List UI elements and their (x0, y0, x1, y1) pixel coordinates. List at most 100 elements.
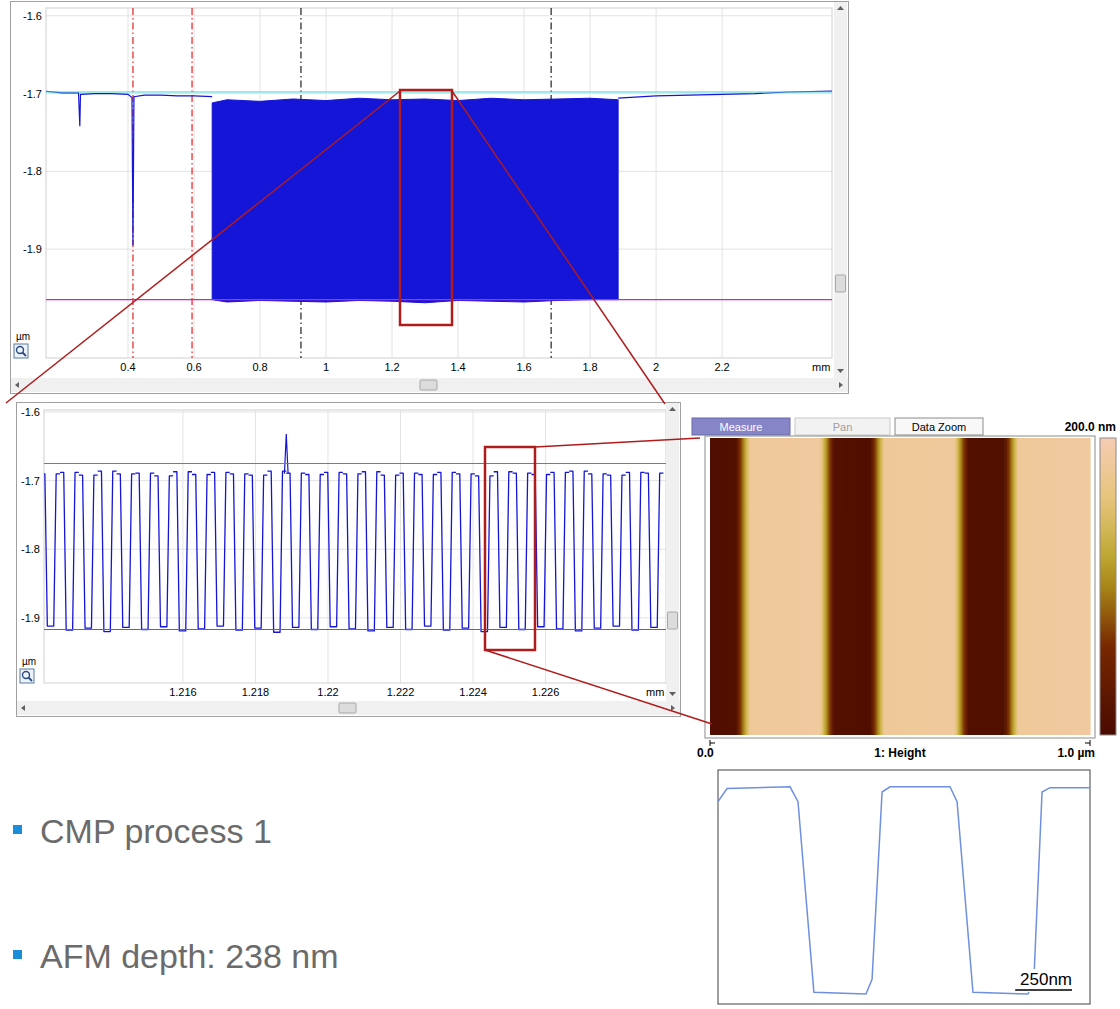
x-tick-label: 2 (653, 361, 659, 373)
y-tick-label: -1.6 (21, 406, 40, 418)
scroll-arrow (839, 382, 843, 388)
profile-period (399, 473, 418, 629)
toolbar-button[interactable] (795, 418, 890, 435)
x-tick-label: 0.0 (697, 746, 714, 760)
scroll-arrow (669, 407, 676, 411)
x-tick-label: 1.4 (450, 361, 465, 373)
colorbar (1100, 438, 1116, 735)
profile-period (645, 473, 664, 627)
cross-section: 250nm (718, 770, 1090, 1004)
profile-band (212, 98, 618, 303)
x-tick-label: 1.224 (459, 686, 487, 698)
y-axis-label: µm (16, 331, 30, 342)
profile-line (46, 91, 212, 245)
scroll-arrow (21, 705, 25, 711)
bullet-marker (13, 825, 22, 834)
x-axis-label: mm (812, 361, 830, 373)
grid-line (44, 617, 666, 618)
zoom-connector (6, 91, 400, 403)
zoom-icon (17, 347, 24, 354)
zoom-connector (485, 650, 712, 724)
height-strip (968, 438, 1005, 735)
y-tick-label: -1.9 (23, 243, 42, 255)
h-scrollbar (17, 701, 680, 715)
x-tick-label: 1.0 µm (1057, 746, 1095, 760)
x-tick-label: 1.22 (317, 686, 338, 698)
scale-bar (1015, 989, 1072, 991)
scale-bar-label: 250nm (1020, 970, 1072, 989)
profile-period (60, 472, 79, 630)
x-tick-label: 1.2 (384, 361, 399, 373)
profile-period (588, 474, 607, 628)
profile-period (626, 472, 645, 630)
profile-period (324, 472, 343, 626)
profile-line (284, 434, 288, 474)
scroll-thumb (339, 703, 356, 713)
profile-period (98, 471, 117, 632)
height-strip (750, 438, 821, 735)
zoom-connector (535, 438, 700, 447)
scroll-thumb (420, 380, 437, 390)
toolbar-button[interactable] (895, 418, 983, 435)
height-strip (1018, 438, 1090, 735)
zoom-connector (452, 91, 665, 404)
y-tick-label: -1.8 (23, 165, 42, 177)
h-scrollbar (11, 378, 848, 392)
grid-line (182, 410, 183, 683)
profile-period (456, 474, 475, 628)
height-strip (870, 438, 885, 735)
y-tick-label: -1.6 (23, 10, 42, 22)
label-patch (1013, 969, 1074, 992)
plot-frame (46, 8, 832, 358)
profile-window: 1.2161.2181.221.2221.2241.226-1.9-1.8-1.… (17, 403, 681, 717)
profile-period (230, 474, 249, 630)
profile-period (192, 474, 211, 628)
grid-line (194, 8, 195, 358)
scroll-arrow (669, 692, 676, 696)
height-strip (710, 438, 736, 735)
plot-frame (44, 410, 666, 683)
reference-line (46, 299, 832, 300)
profile-period (362, 472, 381, 631)
x-tick-label: 1.8 (582, 361, 597, 373)
y-tick-label: -1.8 (21, 543, 40, 555)
window-frame (11, 2, 849, 394)
button-label: Data Zoom (912, 421, 966, 433)
profile-period (173, 472, 192, 631)
v-scrollbar (834, 2, 847, 378)
x-tick-label: 0.8 (252, 361, 267, 373)
toolbar-button[interactable] (692, 418, 790, 435)
button-label: Measure (720, 421, 763, 433)
grid-line (722, 8, 723, 358)
zoom-icon (14, 344, 28, 358)
bullet-marker (13, 950, 22, 959)
scroll-thumb (668, 612, 678, 629)
profile-period (569, 471, 588, 631)
reference-line (46, 91, 832, 92)
scroll-arrow (15, 382, 19, 388)
slide: 0.40.60.811.21.41.61.822.2-1.9-1.8-1.7-1… (0, 0, 1120, 1009)
grid-line (473, 410, 474, 683)
profile-period (343, 474, 362, 629)
x-axis-label: mm (646, 686, 664, 698)
grid-line (656, 8, 657, 358)
reference-line (44, 463, 666, 464)
scroll-arrow (837, 369, 844, 373)
zoom-box (400, 90, 452, 325)
grid-line (46, 93, 832, 94)
profile-period (305, 474, 324, 629)
profile-line (718, 787, 1090, 994)
zoom-icon (20, 669, 34, 683)
height-strip (1004, 438, 1019, 735)
y-tick-label: -1.9 (21, 612, 40, 624)
bullet-text: AFM depth: 238 nm (40, 937, 339, 975)
afm-panel: MeasurePanData Zoom200.0 nm0.01.0 µm1: H… (692, 418, 1116, 760)
profile-period (607, 475, 626, 626)
button-label: Pan (833, 421, 853, 433)
grid-line (255, 410, 256, 683)
y-tick-label: -1.7 (21, 475, 40, 487)
profile-period (550, 472, 569, 628)
reference-line (44, 629, 666, 630)
grid-line (400, 410, 401, 683)
profile-period (494, 472, 513, 628)
